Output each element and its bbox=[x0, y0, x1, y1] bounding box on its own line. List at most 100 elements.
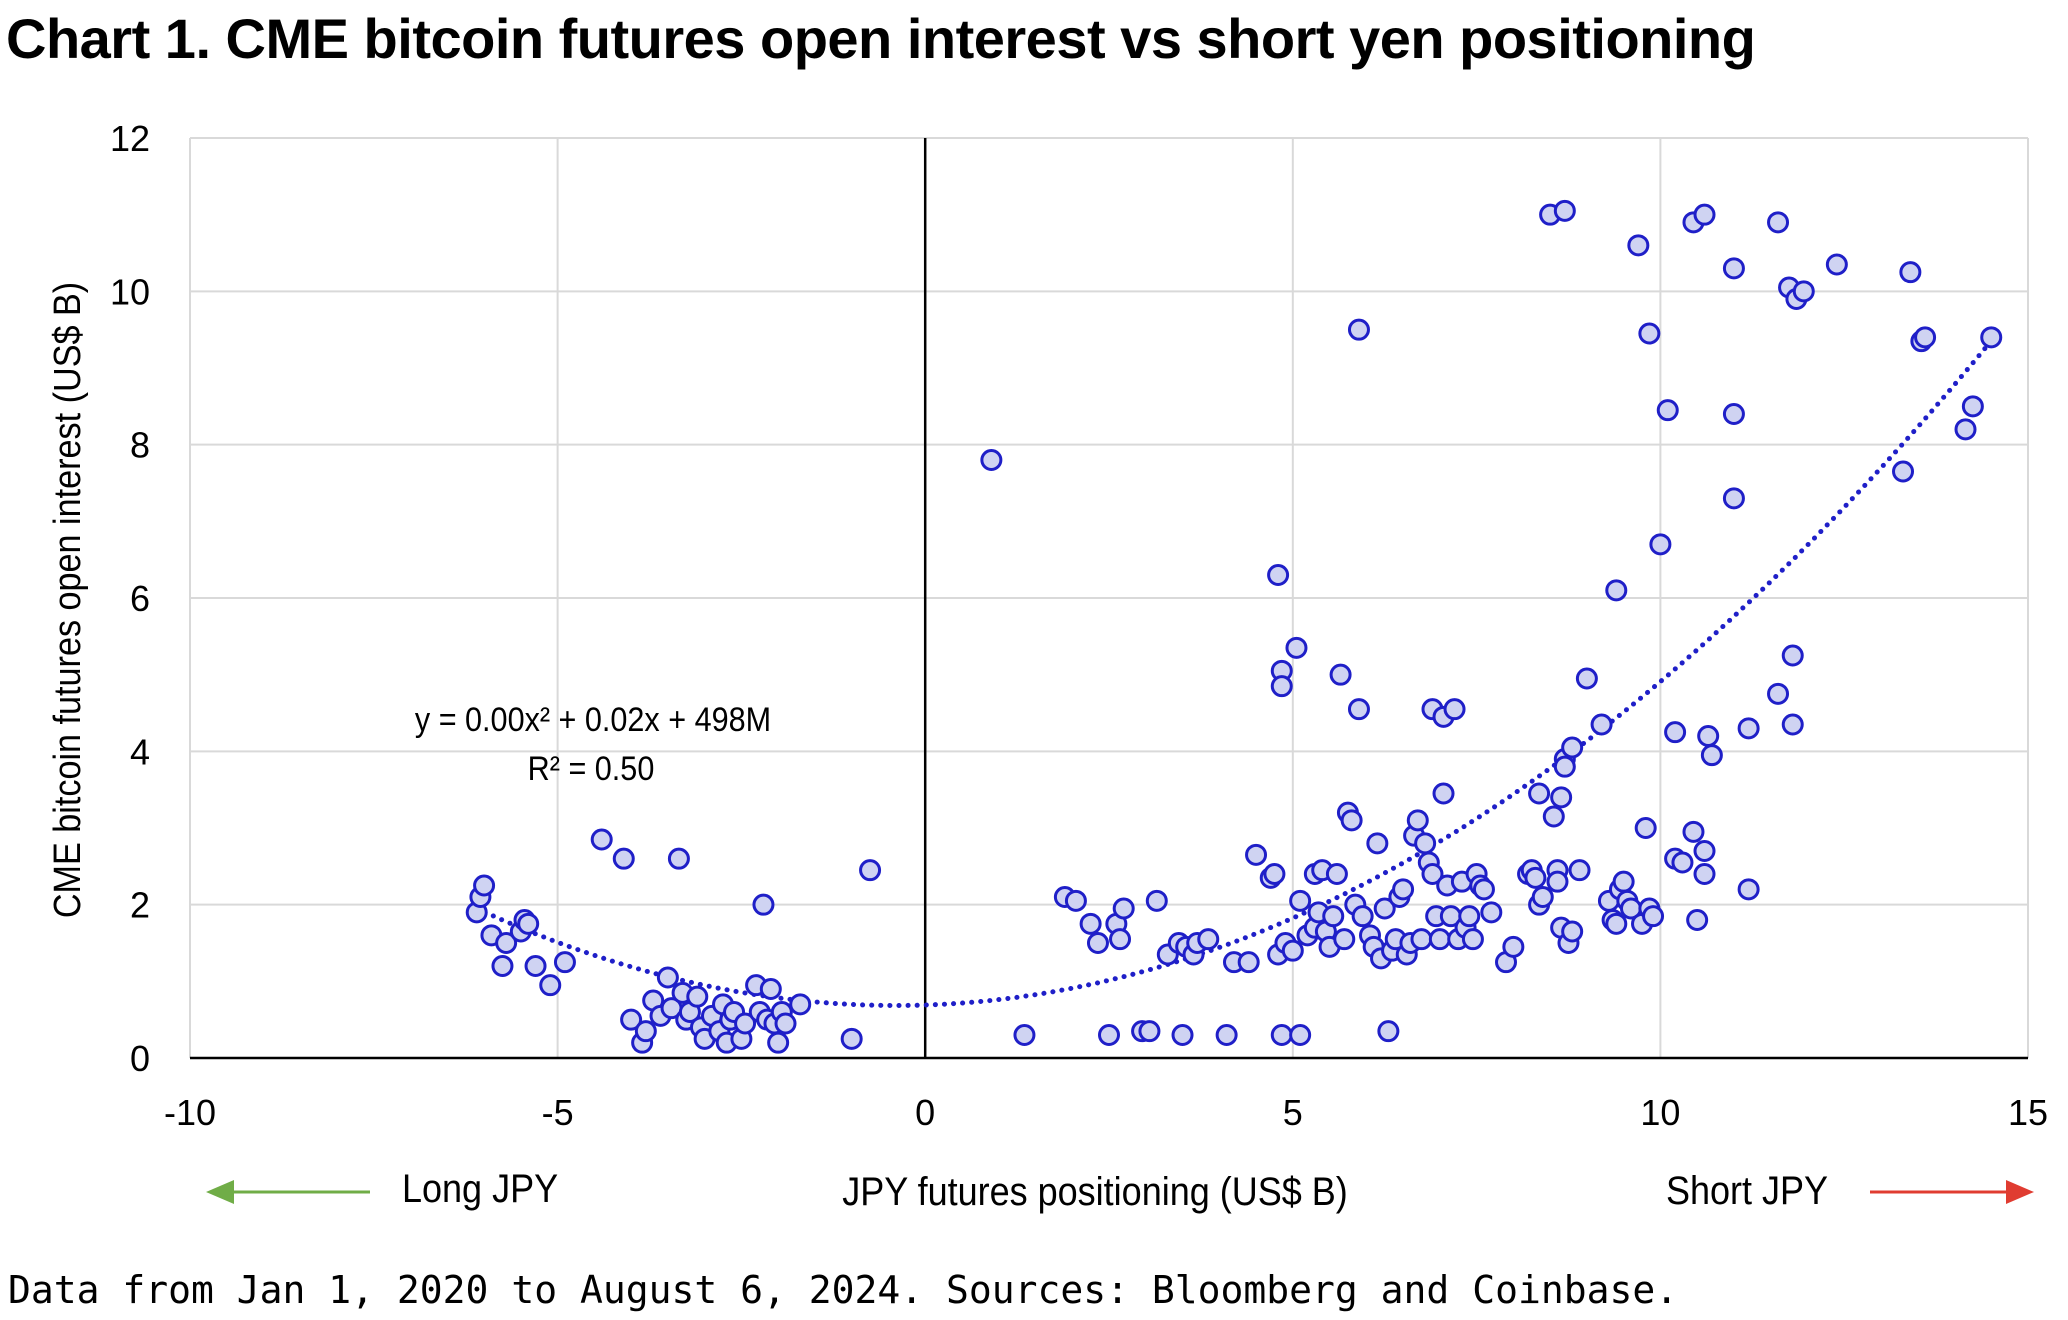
data-point bbox=[1289, 1024, 1312, 1046]
data-point bbox=[1531, 886, 1554, 908]
data-point bbox=[1432, 782, 1455, 805]
data-point bbox=[1197, 928, 1220, 951]
data-point bbox=[1649, 533, 1672, 556]
data-point bbox=[1112, 897, 1135, 920]
data-point bbox=[1289, 889, 1312, 912]
tick-labels: 0 2 4 6 8 10 12 -10 -5 0 5 10 15 bbox=[110, 118, 2048, 1133]
data-point bbox=[1340, 809, 1363, 832]
data-point bbox=[1671, 851, 1694, 874]
data-point bbox=[1825, 253, 1848, 276]
data-point bbox=[1737, 878, 1760, 901]
data-point bbox=[1528, 782, 1551, 805]
data-point bbox=[1333, 928, 1356, 951]
data-point bbox=[1270, 1024, 1293, 1046]
data-point bbox=[1627, 234, 1650, 257]
data-point bbox=[1542, 805, 1565, 828]
data-point bbox=[1693, 840, 1716, 862]
data-point bbox=[1443, 698, 1466, 721]
data-point bbox=[1722, 403, 1745, 425]
data-point bbox=[1138, 1020, 1161, 1043]
data-point bbox=[1550, 786, 1573, 809]
data-point bbox=[1697, 725, 1720, 747]
axes bbox=[190, 138, 2028, 1060]
data-point bbox=[859, 859, 882, 882]
data-point bbox=[1322, 905, 1345, 928]
data-point bbox=[980, 449, 1003, 471]
data-points bbox=[465, 199, 2003, 1054]
chart-title: Chart 1. CME bitcoin futures open intere… bbox=[6, 7, 1756, 70]
data-point bbox=[667, 847, 690, 870]
data-point bbox=[590, 828, 613, 851]
data-point bbox=[1792, 280, 1815, 303]
data-point bbox=[1553, 755, 1576, 778]
data-point bbox=[1561, 920, 1584, 943]
data-point bbox=[1145, 889, 1168, 912]
data-point bbox=[686, 985, 709, 1008]
data-point bbox=[774, 1012, 797, 1035]
scatter-chart: 0 2 4 6 8 10 12 -10 -5 0 5 10 15 CME bitcoin futures… bbox=[45, 118, 2048, 1214]
data-point bbox=[1406, 809, 1429, 832]
x-axis-label: JPY futures positioning (US$ B) bbox=[842, 1170, 1348, 1214]
data-point bbox=[1285, 636, 1308, 659]
data-point bbox=[1263, 863, 1286, 885]
short-jpy-label: Short JPY bbox=[1666, 1169, 1828, 1213]
short-jpy-arrow bbox=[1870, 1180, 2034, 1204]
x-tick-label: 10 bbox=[1640, 1092, 1680, 1133]
data-point bbox=[517, 912, 540, 935]
data-point bbox=[634, 1020, 657, 1043]
data-point bbox=[553, 951, 576, 974]
data-point bbox=[1524, 866, 1547, 889]
trendline bbox=[474, 338, 1994, 1008]
data-point bbox=[1682, 820, 1705, 843]
data-point bbox=[491, 955, 514, 977]
data-point bbox=[1767, 682, 1790, 705]
data-point bbox=[1642, 905, 1665, 928]
data-point bbox=[1954, 418, 1977, 441]
y-tick-label: 2 bbox=[130, 885, 150, 926]
data-point bbox=[524, 955, 547, 977]
data-point bbox=[1914, 326, 1937, 349]
data-point bbox=[1351, 905, 1374, 928]
data-point bbox=[473, 874, 496, 897]
r-squared-annotation: R² = 0.50 bbox=[528, 750, 655, 788]
data-point bbox=[1693, 863, 1716, 885]
y-tick-label: 8 bbox=[130, 425, 150, 466]
grid-lines bbox=[189, 137, 2029, 1058]
x-tick-label: 0 bbox=[915, 1092, 935, 1133]
data-point bbox=[1237, 951, 1260, 974]
x-tick-label: 5 bbox=[1283, 1092, 1303, 1133]
data-point bbox=[1347, 698, 1370, 721]
data-point bbox=[1480, 901, 1503, 924]
data-point bbox=[1961, 395, 1984, 418]
y-tick-label: 0 bbox=[130, 1038, 150, 1079]
equation-annotation: y = 0.00x² + 0.02x + 498M bbox=[415, 701, 771, 739]
data-point bbox=[1575, 667, 1598, 690]
data-point bbox=[1373, 897, 1396, 920]
long-jpy-arrow bbox=[206, 1180, 370, 1204]
data-point bbox=[1781, 713, 1804, 736]
data-point bbox=[1109, 928, 1132, 951]
data-point bbox=[789, 993, 812, 1016]
data-point bbox=[1366, 832, 1389, 855]
data-point bbox=[1737, 717, 1760, 740]
data-point bbox=[1458, 905, 1481, 928]
trendline-path bbox=[474, 338, 1994, 1008]
data-point bbox=[767, 1031, 790, 1054]
data-point bbox=[1664, 721, 1687, 744]
data-point bbox=[1281, 939, 1304, 962]
data-point bbox=[1502, 935, 1525, 958]
data-point bbox=[1605, 912, 1628, 935]
data-point bbox=[1605, 579, 1628, 602]
data-point bbox=[1098, 1024, 1120, 1046]
data-point bbox=[1215, 1024, 1238, 1046]
data-point bbox=[1546, 870, 1569, 893]
data-point bbox=[1392, 878, 1415, 901]
x-tick-label: -5 bbox=[542, 1092, 574, 1133]
long-jpy-label: Long JPY bbox=[402, 1167, 558, 1211]
data-point bbox=[612, 847, 635, 870]
data-point bbox=[1767, 211, 1790, 234]
data-point bbox=[1638, 322, 1661, 345]
data-point bbox=[1590, 713, 1613, 736]
y-tick-label: 12 bbox=[110, 118, 150, 159]
data-point bbox=[1421, 863, 1444, 885]
